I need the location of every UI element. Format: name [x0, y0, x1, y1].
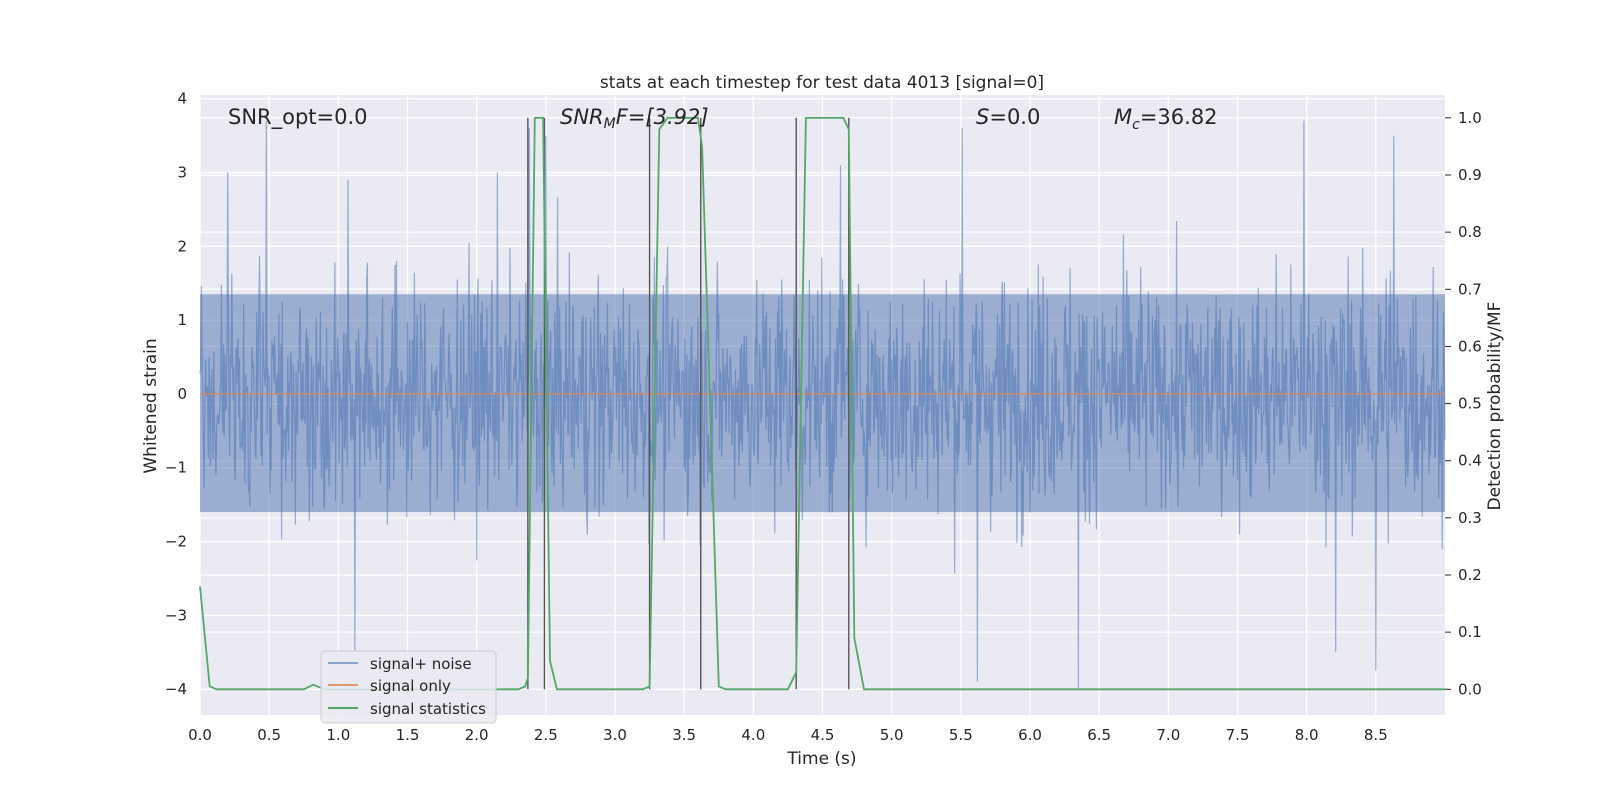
y-tick-label-right: 0.7 — [1458, 280, 1482, 298]
y-tick-label-right: 0.2 — [1458, 566, 1482, 584]
legend: signal+ noise signal only signal statist… — [320, 650, 497, 724]
y-tick-label-right: 0.6 — [1458, 337, 1482, 355]
annotation-snr-opt: SNR_opt=0.0 — [228, 105, 368, 130]
y-tick-label-right: 0.4 — [1458, 452, 1482, 470]
x-tick-label: 7.5 — [1226, 726, 1250, 744]
annotation-s: S=0.0 — [976, 105, 1040, 129]
x-tick-label: 6.0 — [1018, 726, 1042, 744]
y-tick-label-right: 0.5 — [1458, 395, 1482, 413]
y-tick-label-right: 0.9 — [1458, 166, 1482, 184]
x-tick-label: 5.5 — [949, 726, 973, 744]
legend-label-statistics: signal statistics — [370, 700, 486, 718]
x-tick-label: 8.5 — [1364, 726, 1388, 744]
x-tick-label: 8.0 — [1295, 726, 1319, 744]
y-tick-label-right: 1.0 — [1458, 109, 1482, 127]
x-tick-label: 0.0 — [188, 726, 212, 744]
x-tick-label: 2.5 — [534, 726, 558, 744]
x-tick-label: 3.0 — [603, 726, 627, 744]
y-tick-label-left: 3 — [177, 164, 187, 182]
y-tick-label-left: 4 — [177, 90, 187, 108]
x-tick-label: 4.5 — [811, 726, 835, 744]
chart-title: stats at each timestep for test data 401… — [600, 73, 1044, 93]
x-tick-label: 2.0 — [465, 726, 489, 744]
y-tick-label-left: −3 — [165, 606, 187, 624]
y-tick-label-left: 0 — [177, 385, 187, 403]
x-axis-label: Time (s) — [786, 749, 856, 769]
x-tick-label: 1.5 — [396, 726, 420, 744]
tick-labels: 0.0 0.5 1.0 1.5 2.0 2.5 3.0 3.5 4.0 4.5 5.0 5.5 6.0 6… — [165, 90, 1482, 744]
annotation-snr-mf: SNRMF=[3.92] — [560, 105, 709, 132]
legend-label-noise: signal+ noise — [370, 655, 472, 673]
y-tick-label-left: −1 — [165, 459, 187, 477]
legend-box — [320, 650, 497, 724]
y-axis-label-right: Detection probability/MF — [1485, 302, 1505, 511]
y-tick-label-left: −4 — [165, 680, 187, 698]
x-tick-label: 5.0 — [880, 726, 904, 744]
x-tick-label: 0.5 — [257, 726, 281, 744]
y-tick-label-right: 0.3 — [1458, 509, 1482, 527]
y-tick-label-left: 2 — [177, 237, 187, 255]
noise-series — [199, 120, 1446, 690]
y-axis-label-left: Whitened strain — [141, 338, 161, 473]
x-tick-label: 3.5 — [672, 726, 696, 744]
noise-line — [199, 120, 1446, 690]
y-tick-label-right: 0.0 — [1458, 680, 1482, 698]
x-tick-label: 7.0 — [1156, 726, 1180, 744]
y-tick-label-left: −2 — [165, 533, 187, 551]
vertical-markers — [527, 117, 850, 690]
x-tick-label: 4.0 — [741, 726, 765, 744]
annotation-mc: Mc=36.82 — [1114, 105, 1218, 133]
y-tick-label-right: 0.8 — [1458, 223, 1482, 241]
x-tick-label: 6.5 — [1087, 726, 1111, 744]
x-tick-label: 1.0 — [326, 726, 350, 744]
legend-label-signal: signal only — [370, 677, 451, 695]
y-tick-label-right: 0.1 — [1458, 623, 1482, 641]
y-tick-label-left: 1 — [177, 311, 187, 329]
